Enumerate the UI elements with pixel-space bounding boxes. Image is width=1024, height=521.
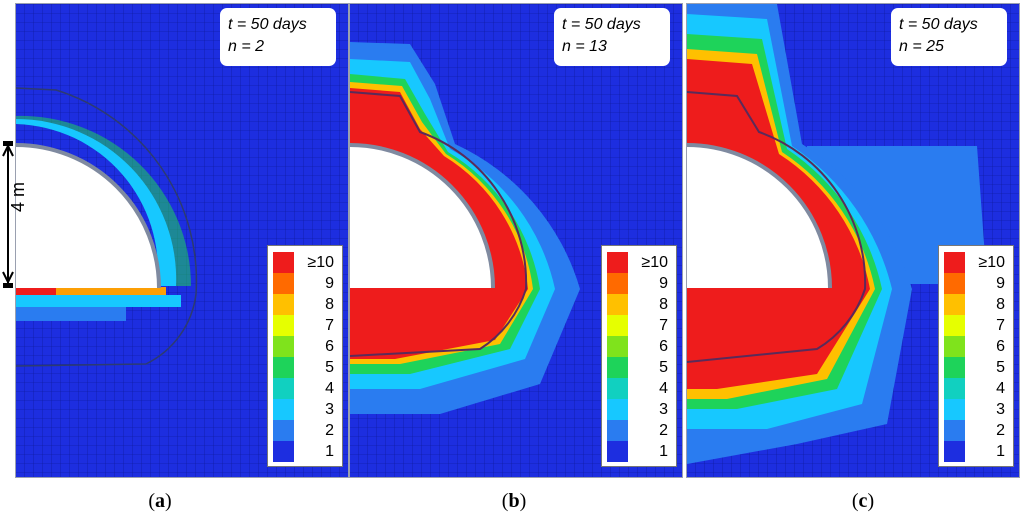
legend-label: 8 xyxy=(996,296,1005,313)
legend-label: 2 xyxy=(325,422,334,439)
caption-a: (a) xyxy=(148,490,172,512)
legend-label: 8 xyxy=(325,296,334,313)
legend-swatch xyxy=(273,357,294,378)
legend-label: 5 xyxy=(325,359,334,376)
legend-swatch xyxy=(273,378,294,399)
legend-label: 4 xyxy=(996,380,1005,397)
legend-label: 1 xyxy=(659,443,668,460)
legend-swatch xyxy=(607,399,628,420)
color-legend-c: ≥10 9 8 7 6 5 4 3 2 1 xyxy=(938,245,1014,467)
legend-label: ≥10 xyxy=(978,254,1005,271)
caption-b: (b) xyxy=(501,490,527,512)
legend-label: 8 xyxy=(659,296,668,313)
legend-label: 9 xyxy=(659,275,668,292)
panel-b: t = 50 days n = 13 xyxy=(349,3,683,478)
legend-swatch xyxy=(944,420,965,441)
caption-c: (c) xyxy=(851,490,875,512)
legend-label: 2 xyxy=(996,422,1005,439)
legend-swatch xyxy=(944,357,965,378)
legend-swatch xyxy=(607,378,628,399)
legend-swatch xyxy=(607,252,628,273)
legend-label: 4 xyxy=(659,380,668,397)
legend-swatch xyxy=(273,315,294,336)
legend-swatch xyxy=(273,441,294,462)
dimension-arrow xyxy=(2,141,14,288)
legend-label: 7 xyxy=(996,317,1005,334)
color-legend-a: ≥10 9 8 7 6 5 4 3 2 1 xyxy=(267,245,343,467)
legend-label: 3 xyxy=(325,401,334,418)
legend-swatch xyxy=(607,294,628,315)
legend-swatch xyxy=(273,420,294,441)
legend-label: 7 xyxy=(325,317,334,334)
legend-swatch xyxy=(944,315,965,336)
legend-swatch xyxy=(607,336,628,357)
legend-swatch xyxy=(944,273,965,294)
n-label: n = 25 xyxy=(899,38,944,55)
legend-label: 1 xyxy=(996,443,1005,460)
time-label: t = 50 days xyxy=(228,16,307,33)
legend-swatch xyxy=(273,336,294,357)
contour-plot-b xyxy=(350,4,682,477)
legend-swatch xyxy=(944,252,965,273)
tunnel-lining xyxy=(16,143,161,289)
dimension-label: 4 m xyxy=(8,181,28,212)
legend-swatch xyxy=(607,315,628,336)
legend-swatch xyxy=(273,294,294,315)
legend-swatch xyxy=(607,441,628,462)
legend-label: ≥10 xyxy=(307,254,334,271)
legend-label: 1 xyxy=(325,443,334,460)
n-label: n = 13 xyxy=(562,38,607,55)
time-label: t = 50 days xyxy=(899,16,978,33)
color-legend-b: ≥10 9 8 7 6 5 4 3 2 1 xyxy=(601,245,677,467)
legend-swatch xyxy=(944,336,965,357)
contour-plot-c xyxy=(687,4,1019,477)
legend-swatch xyxy=(273,252,294,273)
legend-label: 6 xyxy=(996,338,1005,355)
legend-swatch xyxy=(273,273,294,294)
legend-label: ≥10 xyxy=(641,254,668,271)
info-box-a: t = 50 days n = 2 xyxy=(220,8,336,66)
tunnel-opening xyxy=(16,145,159,288)
contour-plot-a xyxy=(16,4,348,477)
legend-label: 5 xyxy=(659,359,668,376)
legend-label: 3 xyxy=(996,401,1005,418)
time-label: t = 50 days xyxy=(562,16,641,33)
legend-label: 4 xyxy=(325,380,334,397)
legend-label: 9 xyxy=(996,275,1005,292)
info-box-c: t = 50 days n = 25 xyxy=(891,8,1007,66)
legend-swatch xyxy=(944,399,965,420)
legend-label: 9 xyxy=(325,275,334,292)
info-box-b: t = 50 days n = 13 xyxy=(554,8,670,66)
legend-swatch xyxy=(944,441,965,462)
legend-label: 6 xyxy=(325,338,334,355)
legend-swatch xyxy=(607,420,628,441)
legend-swatch xyxy=(607,357,628,378)
legend-label: 6 xyxy=(659,338,668,355)
legend-label: 5 xyxy=(996,359,1005,376)
legend-swatch xyxy=(944,378,965,399)
panel-a: t = 50 days n = 2 xyxy=(15,3,349,478)
legend-label: 3 xyxy=(659,401,668,418)
legend-label: 2 xyxy=(659,422,668,439)
panel-c: t = 50 days n = 25 xyxy=(686,3,1020,478)
legend-swatch xyxy=(944,294,965,315)
legend-label: 7 xyxy=(659,317,668,334)
legend-swatch xyxy=(607,273,628,294)
n-label: n = 2 xyxy=(228,38,265,55)
legend-swatch xyxy=(273,399,294,420)
